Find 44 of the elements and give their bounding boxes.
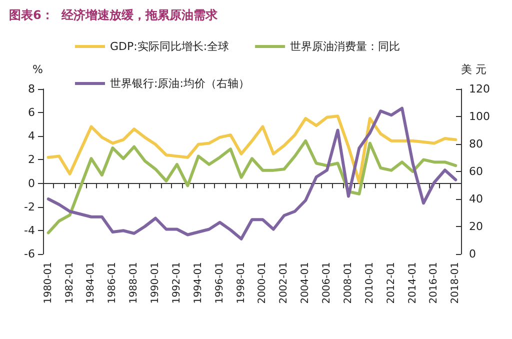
y-axis-title: % <box>32 63 43 76</box>
y-tick-label: -4 <box>24 224 35 237</box>
x-tick-label: 1992-01 <box>171 262 182 304</box>
legend-label: 世界原油消费量：同比 <box>290 40 400 53</box>
y-tick-label: 4 <box>28 130 35 143</box>
legend-label: GDP:实际同比增长:全球 <box>110 40 230 53</box>
x-tick-label: 1990-01 <box>150 262 162 304</box>
x-tick-label: 1988-01 <box>128 262 140 304</box>
x-tick-label: 1996-01 <box>214 262 226 304</box>
line-series <box>46 114 458 184</box>
x-tick-label: 2008-01 <box>342 262 354 304</box>
y-tick-label: -6 <box>24 248 35 260</box>
y2-tick-label: 0 <box>469 248 476 260</box>
x-tick-label: 2002-01 <box>278 262 290 304</box>
x-tick-label: 1980-01 <box>42 262 54 304</box>
x-tick-label: 2014-01 <box>407 262 418 304</box>
x-tick-label: 1984-01 <box>86 262 97 304</box>
y-tick-label: 0 <box>28 176 35 190</box>
legend-label: 世界银行:原油:均价（右轴） <box>110 77 250 90</box>
x-tick-label: 2012-01 <box>386 262 397 304</box>
x-tick-label: 1982-01 <box>64 262 76 304</box>
y2-tick-label: 120 <box>469 82 490 96</box>
x-tick-label: 2016-01 <box>428 262 440 304</box>
x-tick-label: 2018-01 <box>450 262 462 304</box>
chart-title: 图表6： 经济增速放缓，拖累原油需求 <box>9 8 219 22</box>
y-tick-label: 6 <box>28 106 35 120</box>
x-tick-label: 1994-01 <box>192 262 204 304</box>
line-series <box>46 139 458 234</box>
y2-tick-label: 80 <box>469 138 483 150</box>
x-tick-label: 2000-01 <box>257 262 268 304</box>
y-tick-label: -2 <box>24 200 35 214</box>
line-series <box>46 106 458 240</box>
y2-tick-label: 20 <box>469 220 483 233</box>
y2-tick-label: 100 <box>469 110 490 123</box>
y2-tick-label: 60 <box>469 165 483 178</box>
y-tick-label: 8 <box>28 82 35 96</box>
x-tick-label: 2004-01 <box>300 262 312 304</box>
x-tick-label: 2010-01 <box>364 262 376 304</box>
y-tick-label: 2 <box>28 153 35 166</box>
y2-tick-label: 40 <box>469 192 483 206</box>
y2-axis-title: 美 元 <box>461 63 486 76</box>
x-tick-label: 1986-01 <box>107 262 118 304</box>
x-tick-label: 1998-01 <box>236 262 247 304</box>
x-tick-label: 2006-01 <box>322 262 333 304</box>
